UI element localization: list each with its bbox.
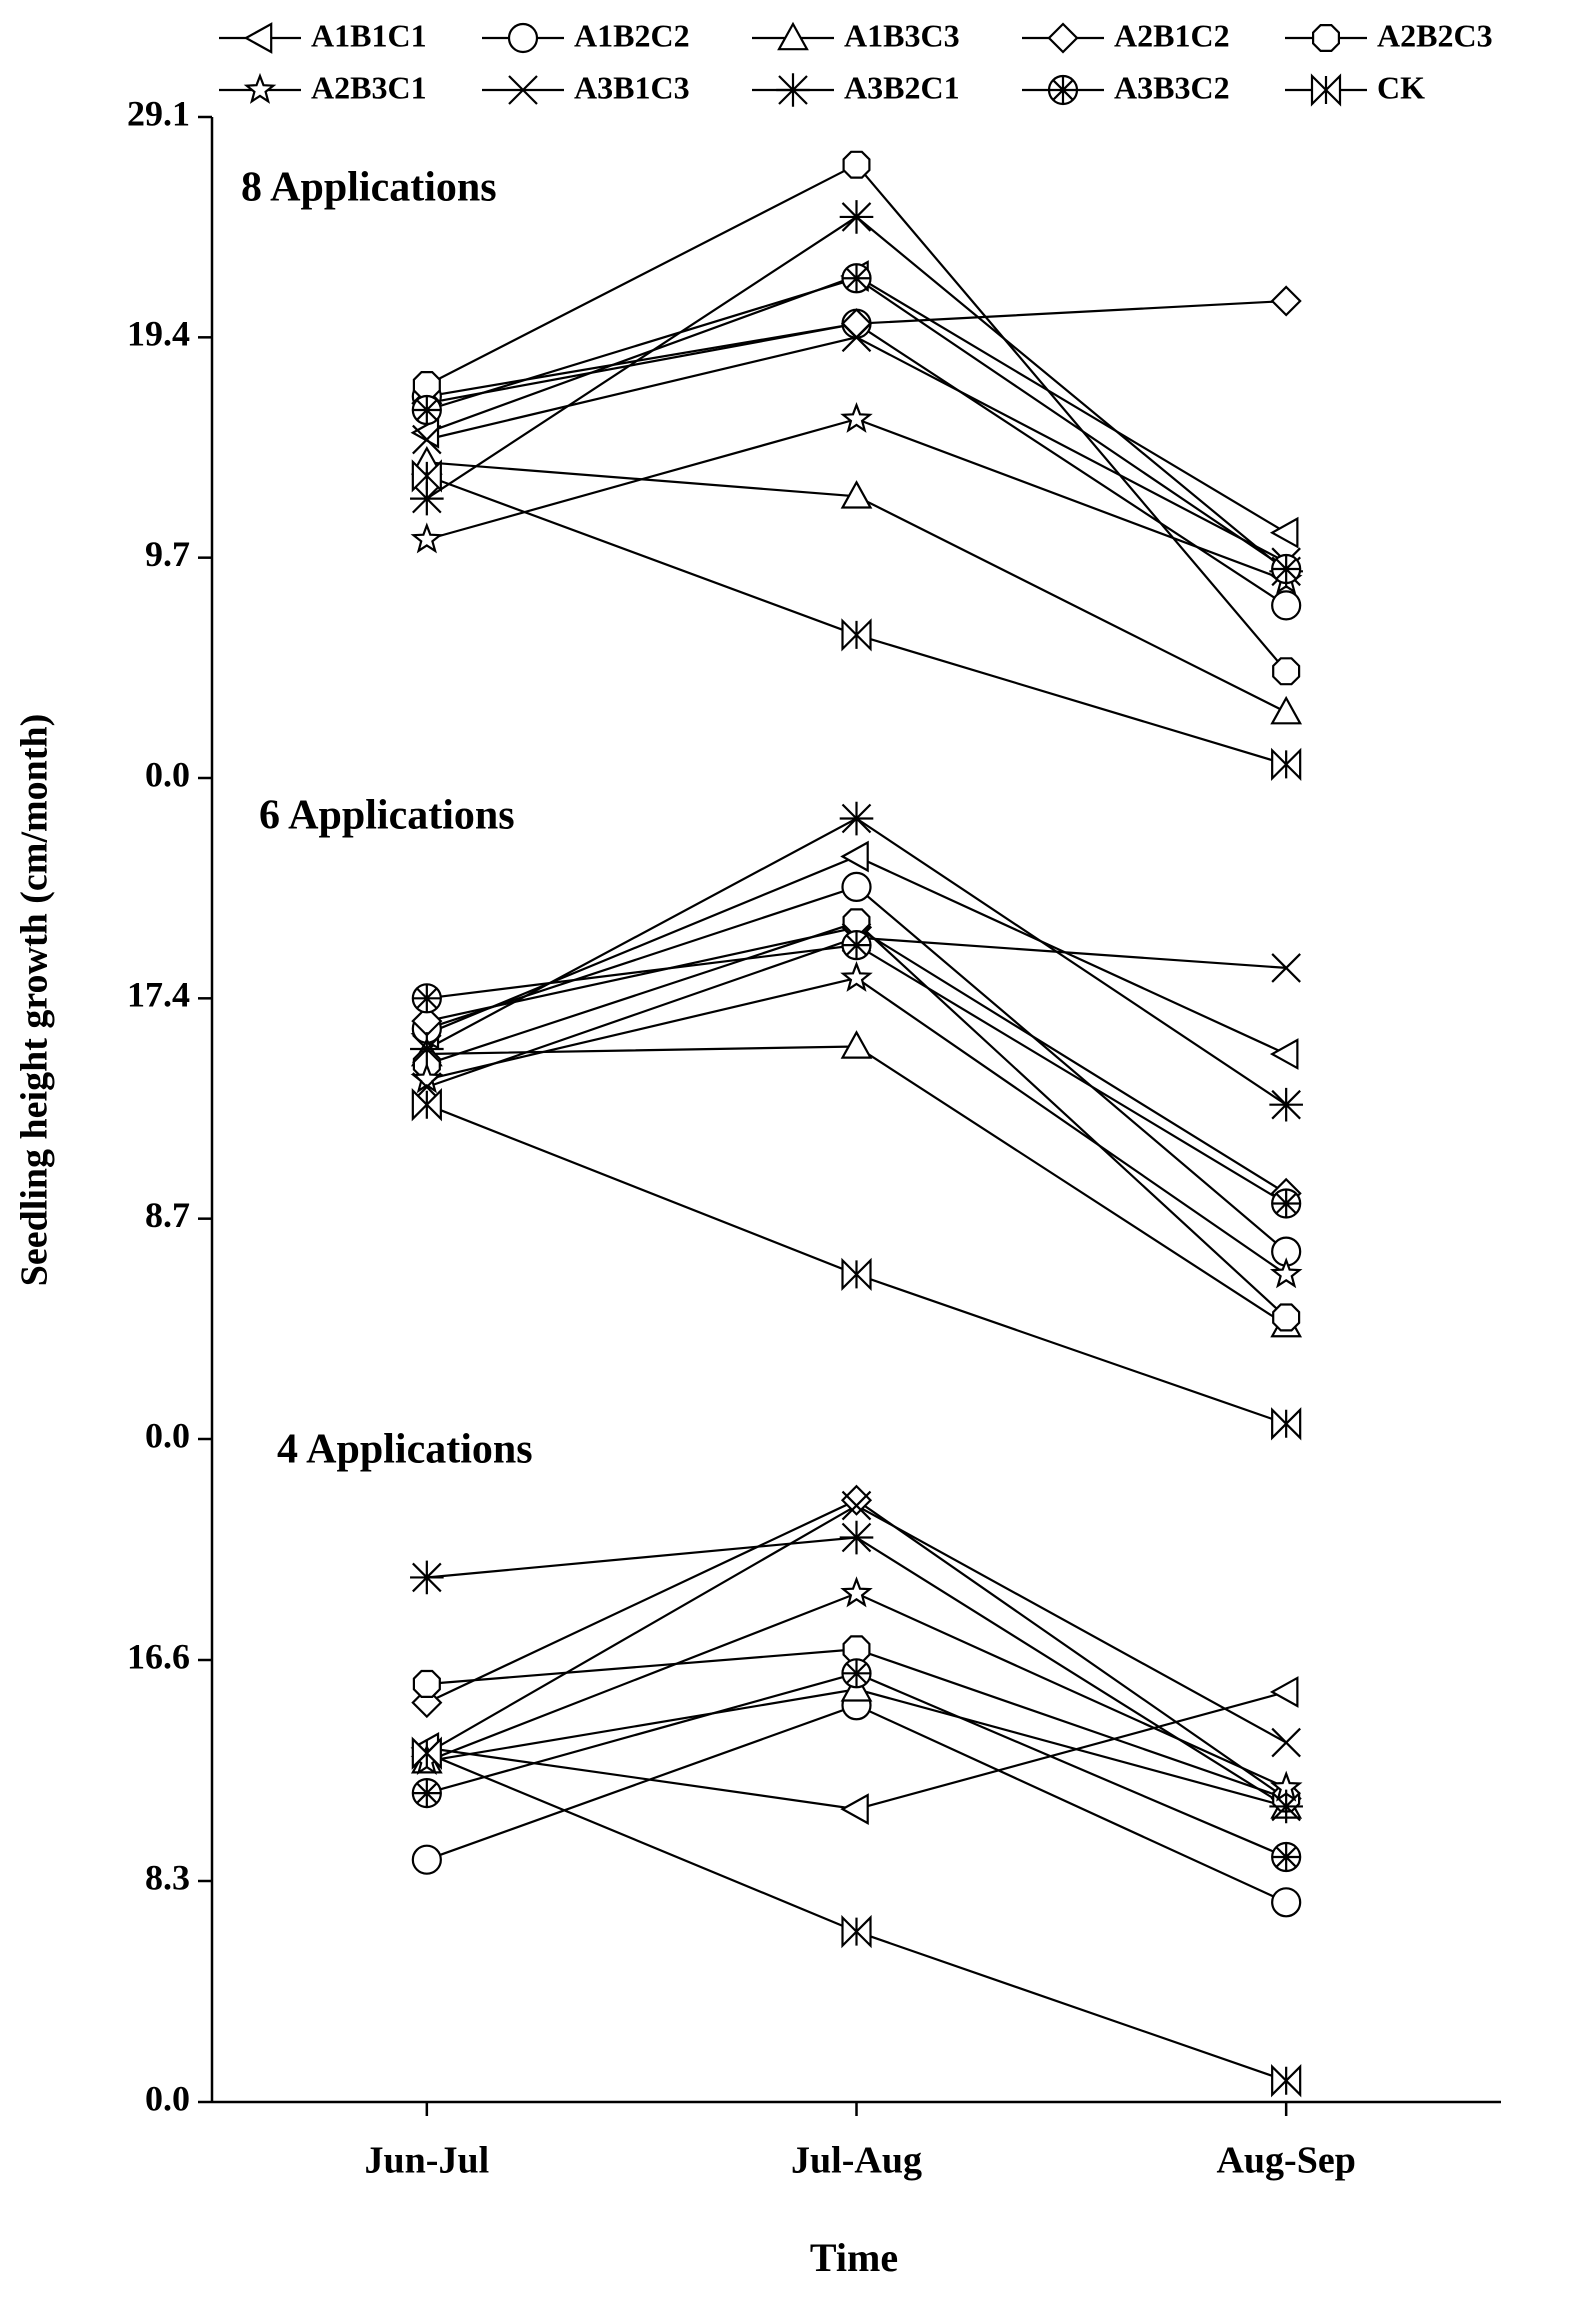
data-point bbox=[1269, 516, 1299, 549]
data-point bbox=[841, 930, 872, 961]
legend-label: A1B3C3 bbox=[844, 17, 960, 53]
legend-marker bbox=[1047, 22, 1079, 54]
data-point bbox=[839, 1520, 874, 1555]
legend-label: A1B1C1 bbox=[311, 17, 427, 53]
data-point bbox=[412, 424, 442, 455]
data-point bbox=[840, 840, 869, 873]
data-point bbox=[1269, 1038, 1299, 1070]
data-point bbox=[840, 402, 873, 433]
data-point bbox=[1271, 953, 1301, 983]
data-point bbox=[410, 1032, 444, 1066]
data-point bbox=[841, 1914, 872, 1949]
data-point bbox=[410, 522, 444, 554]
y-tick-label: 19.4 bbox=[127, 314, 190, 354]
data-point bbox=[411, 1778, 442, 1809]
y-tick-label: 0.0 bbox=[145, 2078, 190, 2118]
data-point bbox=[840, 1793, 869, 1825]
y-tick-label: 16.6 bbox=[127, 1636, 190, 1676]
data-point bbox=[840, 1576, 873, 1608]
data-point bbox=[1269, 1257, 1303, 1289]
legend-label: A2B3C1 bbox=[311, 69, 427, 105]
x-tick-label: Jun-Jul bbox=[365, 2140, 490, 2182]
legend-label: A3B2C1 bbox=[844, 69, 960, 105]
data-point bbox=[410, 1062, 444, 1094]
data-point bbox=[841, 1658, 872, 1689]
data-point bbox=[1270, 695, 1303, 725]
data-point bbox=[1272, 1303, 1301, 1332]
data-point bbox=[412, 371, 441, 400]
legend-marker bbox=[1311, 24, 1341, 53]
data-point bbox=[841, 871, 872, 903]
data-point bbox=[1271, 747, 1302, 782]
data-point bbox=[411, 983, 442, 1014]
data-point bbox=[1269, 1789, 1303, 1824]
panel-annotation: 4 Applications bbox=[277, 1427, 533, 1473]
data-point bbox=[840, 1030, 873, 1059]
panel-annotation: 6 Applications bbox=[259, 793, 515, 839]
data-point bbox=[841, 618, 872, 652]
data-point bbox=[1269, 1087, 1303, 1122]
data-point bbox=[839, 801, 874, 836]
data-point bbox=[841, 1490, 872, 1521]
data-point bbox=[1271, 1727, 1301, 1758]
x-tick-label: Jul-Aug bbox=[791, 2140, 922, 2182]
data-point bbox=[841, 263, 872, 294]
legend-marker bbox=[508, 75, 538, 105]
data-point bbox=[412, 1669, 441, 1699]
legend-label: A2B1C2 bbox=[1114, 17, 1230, 53]
data-point bbox=[840, 480, 873, 509]
y-axis-title: Seedling height growth (cm/month) bbox=[14, 714, 56, 1286]
legend-label: A1B2C2 bbox=[574, 17, 690, 53]
data-point bbox=[411, 1736, 442, 1770]
data-point bbox=[841, 322, 872, 353]
y-tick-label: 17.4 bbox=[127, 975, 190, 1015]
legend-marker bbox=[243, 72, 277, 104]
data-point bbox=[1271, 1407, 1302, 1441]
data-point bbox=[410, 481, 444, 516]
data-point bbox=[840, 961, 873, 992]
legend-marker bbox=[776, 73, 810, 107]
legend-label: A3B1C3 bbox=[574, 69, 690, 105]
data-point bbox=[841, 1257, 872, 1292]
legend-marker bbox=[777, 21, 809, 51]
data-point bbox=[410, 1560, 444, 1595]
legend-marker bbox=[1310, 73, 1342, 107]
data-point bbox=[411, 459, 442, 493]
data-point bbox=[411, 394, 442, 426]
x-axis-title: Time bbox=[810, 2235, 898, 2280]
legend-marker bbox=[243, 22, 273, 54]
y-tick-label: 0.0 bbox=[145, 754, 190, 794]
legend-marker bbox=[507, 22, 539, 54]
data-point bbox=[1271, 590, 1302, 621]
data-point bbox=[1269, 1676, 1299, 1708]
data-point bbox=[411, 1088, 442, 1122]
legend-label: A2B2C3 bbox=[1377, 17, 1493, 53]
legend-marker bbox=[1047, 74, 1079, 106]
data-point bbox=[1270, 285, 1302, 317]
data-point bbox=[1271, 1842, 1302, 1873]
legend-label: CK bbox=[1377, 69, 1425, 105]
data-point bbox=[1271, 1887, 1302, 1918]
data-point bbox=[839, 200, 874, 234]
data-point bbox=[1271, 1188, 1302, 1219]
legend-label: A3B3C2 bbox=[1114, 69, 1230, 105]
y-tick-label: 9.7 bbox=[145, 534, 190, 574]
data-point bbox=[842, 150, 871, 179]
y-tick-label: 8.7 bbox=[145, 1195, 190, 1235]
y-tick-label: 0.0 bbox=[145, 1415, 190, 1455]
panel-annotation: 8 Applications bbox=[241, 165, 497, 211]
y-tick-label: 8.3 bbox=[145, 1857, 190, 1897]
data-point bbox=[1271, 2064, 1302, 2098]
data-point bbox=[1271, 554, 1302, 585]
data-point bbox=[411, 1844, 442, 1875]
data-point bbox=[1272, 657, 1301, 686]
y-tick-label: 29.1 bbox=[127, 93, 190, 133]
x-tick-label: Aug-Sep bbox=[1216, 2140, 1355, 2182]
